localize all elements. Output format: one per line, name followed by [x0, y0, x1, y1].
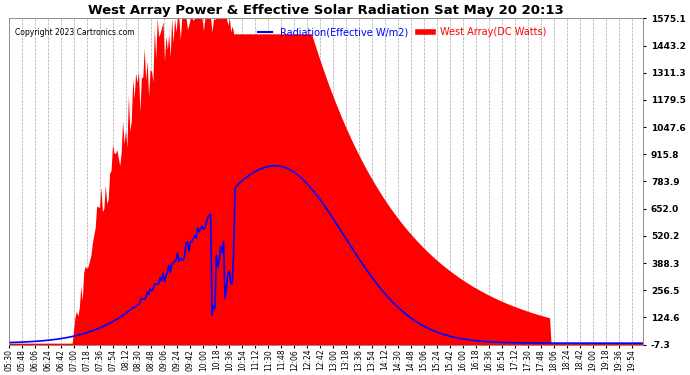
- Title: West Array Power & Effective Solar Radiation Sat May 20 20:13: West Array Power & Effective Solar Radia…: [88, 4, 564, 17]
- Text: Copyright 2023 Cartronics.com: Copyright 2023 Cartronics.com: [15, 28, 135, 37]
- Legend: Radiation(Effective W/m2), West Array(DC Watts): Radiation(Effective W/m2), West Array(DC…: [254, 23, 551, 41]
